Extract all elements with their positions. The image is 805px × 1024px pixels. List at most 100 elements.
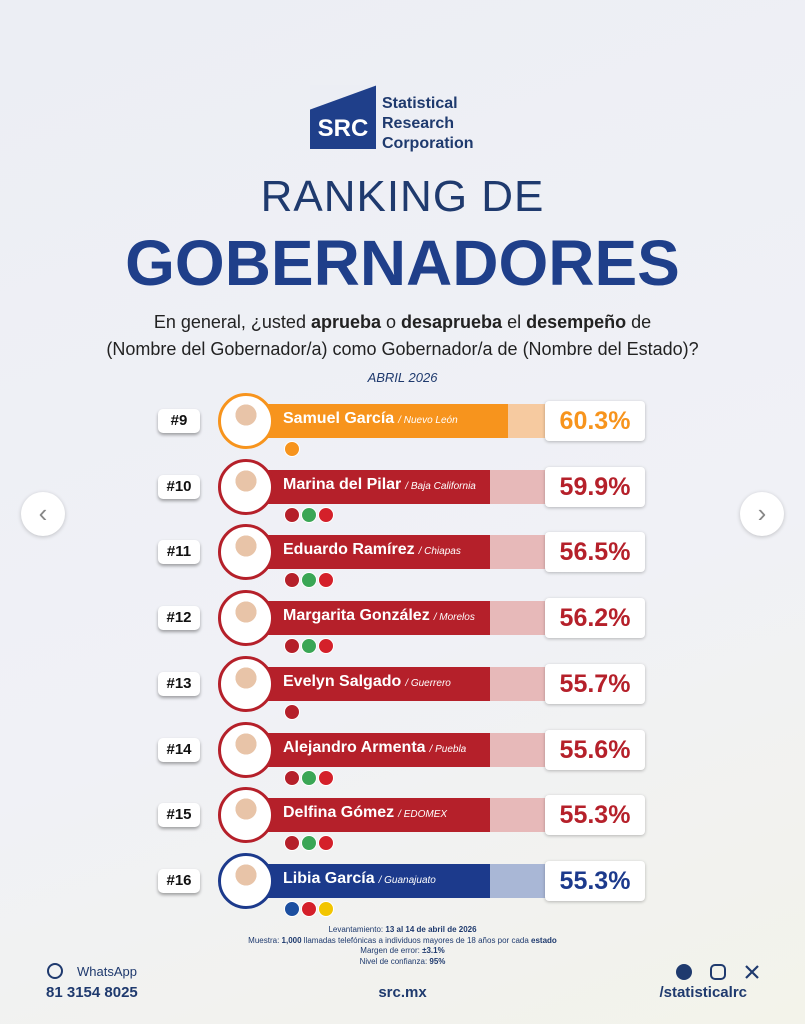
text-part: desempeño [526,312,627,332]
party-badge [284,638,300,655]
value-box: 59.9% [545,466,645,507]
phone[interactable]: 81 3154 8025 [46,984,138,1001]
text-part: de [626,312,652,332]
text-part: 13 al 14 de abril de 2026 [385,925,477,934]
state: / Chiapas [418,546,461,558]
value-box: 56.5% [545,532,645,573]
party-badge [301,835,317,852]
bar [250,469,490,504]
party-badge [301,572,317,589]
rank-badge: #16 [158,868,200,893]
bar [250,666,490,701]
website[interactable]: src.mx [378,984,427,1001]
text-part: Levantamiento: [328,925,386,934]
party-badge [318,835,334,852]
party-badge [284,703,300,720]
party-badge [318,900,334,917]
text-part: ±3.1% [422,946,445,955]
bar [250,732,490,767]
state: / Puebla [429,743,467,755]
text-part: Muestra: [248,935,282,945]
party-badge [318,638,334,655]
bar [250,404,508,438]
row-name: Alejandro Armenta / Puebla [283,739,466,757]
whatsapp-icon [47,963,63,979]
text-part: Margen de error: [360,946,423,955]
party-badge [284,441,300,457]
party-badge [284,572,300,589]
text-line: Muestra: 1,000 llamadas telefónicas a in… [0,936,805,947]
text-part: 1,000 [281,935,302,945]
rank-badge: #15 [158,803,200,828]
value-box: 55.7% [545,663,645,704]
text-part: 95% [429,956,446,966]
rank-badge: #12 [158,606,200,631]
value-box: 56.2% [545,598,645,639]
text-part: En general, ¿usted [153,312,311,332]
row-name: Delfina Gómez / EDOMEX [283,804,447,822]
rank-badge: #10 [158,474,200,499]
party-badge [301,900,317,917]
bar [250,535,490,570]
party-badge [318,506,334,523]
social-handle[interactable]: /statisticalrc [659,984,747,1001]
prev-button[interactable]: ‹ [21,492,65,536]
state: / Baja California [405,480,476,492]
text-line: (Nombre del Gobernador/a) como Gobernado… [0,336,805,363]
date: ABRIL 2026 [367,370,438,385]
brand-line: Research [382,115,455,132]
photo [218,721,274,778]
text-part: (Nombre del Gobernador/a) como Gobernado… [106,339,699,359]
text-part: estado [531,935,557,945]
photo [218,393,274,449]
photo [218,655,274,712]
whatsapp-label: WhatsApp [77,964,137,979]
party-badge [284,769,300,786]
governor-name: Samuel García [283,410,395,427]
party-badge [284,900,300,917]
instagram-icon[interactable] [710,964,726,980]
facebook-icon[interactable] [676,964,692,980]
text-line: Levantamiento: 13 al 14 de abril de 2026 [0,925,805,936]
text-part: desaprueba [401,312,503,332]
text-part: aprueba [310,312,381,332]
state: / Guanajuato [378,874,436,886]
text-line: Margen de error: ±3.1% [0,946,805,957]
bar [250,798,490,833]
title-main: GOBERNADORES [125,227,680,299]
photo [218,852,274,909]
row-name: Marina del Pilar / Baja California [283,476,476,494]
governor-name: Delfina Gómez [283,804,395,822]
party-badge [318,572,334,589]
state: / EDOMEX [398,809,448,821]
text-part: el [502,312,527,332]
bar [250,601,490,636]
text-line: Nivel de confianza: 95% [0,957,805,968]
party-badge [284,506,300,523]
row-name: Margarita González / Morelos [283,607,475,625]
notes: Levantamiento: 13 al 14 de abril de 2026… [0,925,805,967]
party-badge [284,835,300,852]
governor-name: Eduardo Ramírez [283,541,415,559]
x-icon[interactable] [744,964,760,980]
governor-name: Libia García [283,869,375,887]
value-box: 60.3% [545,401,645,441]
governor-name: Margarita González [283,607,430,625]
photo [218,524,274,581]
governor-name: Marina del Pilar [283,475,402,493]
governor-name: Alejandro Armenta [283,738,426,756]
state: / Guerrero [405,677,451,689]
row-name: Libia García / Guanajuato [283,870,436,888]
next-button[interactable]: › [740,492,784,536]
text-part: o [381,312,402,332]
value-box: 55.6% [545,729,645,770]
value-box: 55.3% [545,860,645,901]
bar [250,863,490,898]
party-badge [318,769,334,786]
text-line: En general, ¿usted aprueba o desaprueba … [0,309,805,336]
title-top: RANKING DE [260,172,545,221]
photo [218,787,274,844]
governor-name: Evelyn Salgado [283,672,402,690]
rank-badge: #9 [158,409,200,433]
